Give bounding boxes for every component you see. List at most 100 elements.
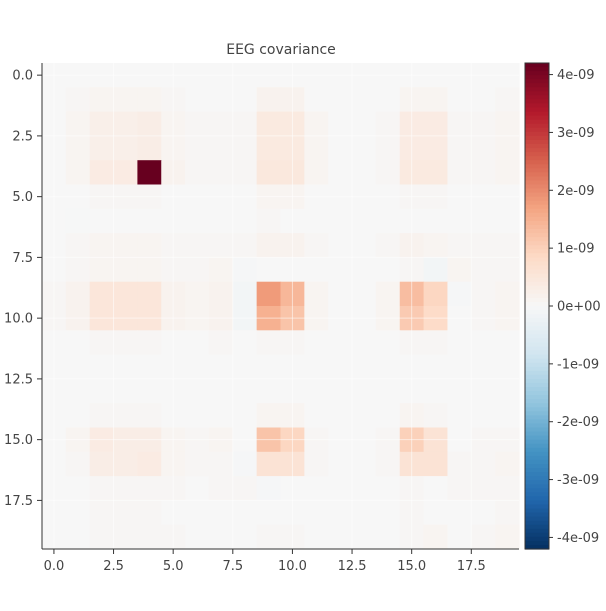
colorbar-segment (525, 524, 549, 530)
heatmap-cell (89, 281, 115, 307)
colorbar-segment (525, 63, 549, 68)
heatmap-cell (185, 208, 210, 234)
heatmap-cell (471, 257, 496, 283)
heatmap-cell (328, 330, 353, 356)
heatmap-cell (495, 281, 520, 307)
heatmap-cells (42, 63, 520, 550)
colorbar-tick-label: -1e-09 (557, 357, 599, 372)
heatmap-cell (423, 500, 449, 526)
heatmap-cell (208, 111, 234, 137)
colorbar-segment (525, 220, 549, 226)
heatmap-cell (256, 330, 282, 356)
heatmap-cell (423, 330, 449, 356)
colorbar-tick-label: 0e+00 (557, 300, 601, 315)
heatmap-cell (447, 403, 472, 429)
colorbar-segment (525, 411, 549, 416)
colorbar-segment (525, 111, 549, 117)
heatmap-cell (65, 451, 91, 477)
heatmap-cell (352, 524, 377, 550)
heatmap-cell (232, 281, 258, 307)
heatmap-cell (256, 500, 282, 526)
heatmap-cell (304, 476, 329, 501)
colorbar-segment (525, 200, 549, 206)
heatmap-cell (256, 233, 282, 258)
colorbar-segment (525, 403, 549, 408)
heatmap-cell (375, 476, 401, 501)
colorbar-segment (525, 468, 549, 473)
heatmap-cell (113, 233, 138, 258)
heatmap-cell (232, 160, 258, 186)
colorbar-segment (525, 395, 549, 400)
heatmap-cell (256, 354, 282, 380)
heatmap-cell (232, 257, 258, 283)
colorbar-segment (525, 532, 549, 538)
heatmap-cell (352, 500, 377, 526)
heatmap-cell (471, 111, 496, 137)
colorbar-segment (525, 245, 549, 250)
heatmap-cell (375, 160, 401, 186)
colorbar-segment (525, 370, 549, 376)
heatmap-cell (328, 281, 353, 307)
colorbar-segment (525, 127, 549, 133)
y-tick-label: 17.5 (4, 494, 33, 509)
heatmap-cell (375, 233, 401, 258)
x-tick-label: 0.0 (44, 559, 65, 574)
colorbar-segment (525, 212, 549, 218)
heatmap-cell (423, 476, 449, 501)
colorbar-segment (525, 249, 549, 254)
heatmap-cell (423, 524, 449, 550)
heatmap-cell (137, 451, 162, 477)
colorbar-segment (525, 176, 549, 182)
heatmap-cell (185, 378, 210, 404)
heatmap-cell (185, 233, 210, 258)
heatmap-cell (328, 378, 353, 404)
colorbar-segment (525, 338, 549, 344)
heatmap-cell (137, 257, 162, 283)
heatmap-cell (256, 160, 282, 186)
colorbar-tick-label: -3e-09 (557, 473, 599, 488)
heatmap-cell (137, 233, 162, 258)
heatmap-cell (65, 403, 91, 429)
heatmap-cell (328, 208, 353, 234)
colorbar-segment (525, 164, 549, 169)
heatmap-cell (113, 476, 138, 501)
heatmap-cell (495, 233, 520, 258)
heatmap-cell (328, 476, 353, 501)
colorbar-segment (525, 334, 549, 339)
heatmap-cell (423, 87, 449, 113)
heatmap-cell (423, 354, 449, 380)
heatmap-cell (208, 403, 234, 429)
heatmap-cell (328, 135, 353, 161)
heatmap-cell (137, 160, 162, 186)
heatmap-cell (447, 378, 472, 404)
colorbar-segment (525, 500, 549, 506)
heatmap-cell (447, 354, 472, 380)
heatmap-cell (208, 135, 234, 161)
heatmap-cell (328, 451, 353, 477)
colorbar-segment (525, 387, 549, 392)
chart-title: EEG covariance (226, 42, 336, 58)
colorbar-tick-label: 3e-09 (557, 126, 595, 141)
heatmap-cell (232, 524, 258, 550)
heatmap-cell (208, 233, 234, 258)
heatmap-cell (304, 233, 329, 258)
colorbar-segment (525, 192, 549, 198)
y-tick-label: 12.5 (4, 372, 33, 387)
heatmap-cell (185, 451, 210, 477)
heatmap-cell (328, 87, 353, 113)
heatmap-cell (423, 403, 449, 429)
colorbar-segment (525, 135, 549, 141)
heatmap-cell (447, 281, 472, 307)
heatmap-cell (89, 451, 115, 477)
heatmap-cell (232, 403, 258, 429)
colorbar-segment (525, 115, 549, 121)
heatmap-cell (232, 354, 258, 380)
colorbar-segment (525, 439, 549, 445)
colorbar-segment (525, 225, 549, 230)
heatmap-cell (256, 257, 282, 283)
heatmap-cell (495, 451, 520, 477)
heatmap-cell (352, 476, 377, 501)
colorbar-segment (525, 382, 549, 388)
heatmap-cell (423, 135, 449, 161)
